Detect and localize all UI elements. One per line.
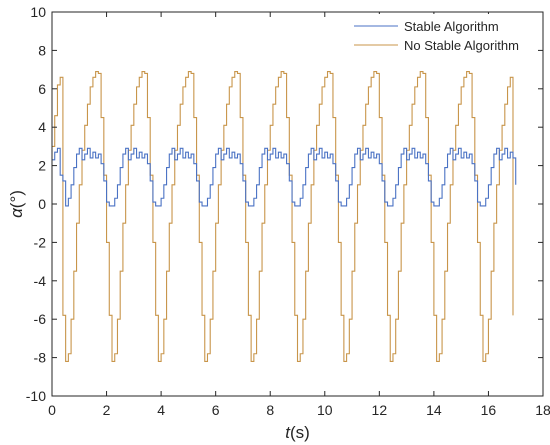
- y-tick-label: -4: [34, 273, 47, 289]
- x-tick-label: 0: [48, 402, 56, 418]
- y-axis-symbol: α: [7, 207, 26, 218]
- x-tick-label: 10: [317, 402, 333, 418]
- legend-label-no-stable: No Stable Algorithm: [404, 38, 519, 53]
- y-tick-label: 10: [30, 4, 46, 20]
- x-tick-label: 12: [372, 402, 388, 418]
- y-tick-label: 4: [38, 119, 46, 135]
- x-axis-label: t(s): [285, 423, 310, 442]
- legend-label-stable: Stable Algorithm: [404, 19, 499, 34]
- y-tick-label: -10: [26, 388, 46, 404]
- y-tick-label: 2: [38, 158, 46, 174]
- y-axis-unit: (°): [7, 190, 26, 208]
- x-tick-label: 14: [426, 402, 442, 418]
- tick-marks-and-labels: 0 2 4 6 8 10 12 14 16 18 -10 -8 -6 -4 -2 0 2 4 6 8 10: [26, 4, 550, 418]
- y-tick-label: 8: [38, 42, 46, 58]
- x-tick-label: 16: [481, 402, 497, 418]
- x-tick-label: 4: [157, 402, 165, 418]
- x-axis-unit: (s): [290, 423, 310, 442]
- series-lines: [52, 70, 517, 362]
- series-line-no-stable: [52, 70, 514, 362]
- y-axis-label: α(°): [7, 190, 26, 218]
- x-tick-label: 8: [266, 402, 274, 418]
- y-tick-label: -6: [34, 311, 47, 327]
- series-line-stable: [52, 147, 517, 207]
- legend-box: [350, 14, 532, 58]
- x-tick-label: 2: [103, 402, 111, 418]
- x-tick-label: 6: [212, 402, 220, 418]
- y-tick-label: -2: [34, 234, 47, 250]
- y-tick-label: 0: [38, 196, 46, 212]
- legend: Stable Algorithm No Stable Algorithm: [350, 14, 532, 58]
- y-tick-label: 6: [38, 81, 46, 97]
- y-tick-label: -8: [34, 350, 47, 366]
- x-axis-symbol: t: [285, 423, 291, 442]
- x-tick-label: 18: [535, 402, 550, 418]
